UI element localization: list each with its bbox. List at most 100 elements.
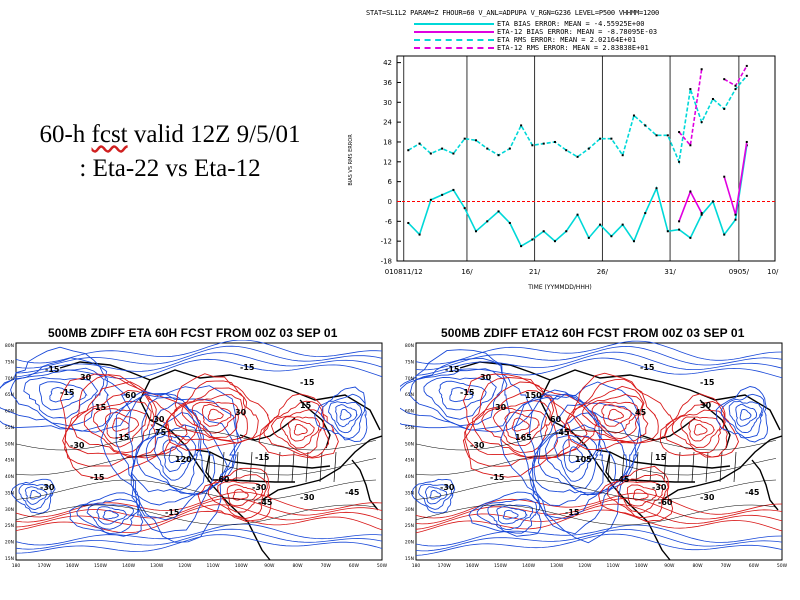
contour-line <box>49 386 74 403</box>
contour-line <box>568 446 584 464</box>
data-point <box>700 212 703 215</box>
contour-line <box>128 393 237 521</box>
contour-label: -15 <box>700 378 715 387</box>
coastline-path <box>699 399 731 449</box>
series-line <box>723 141 748 215</box>
series-line <box>407 145 748 248</box>
x-tick-label: 31/ <box>664 268 676 276</box>
contour-line-zero <box>415 454 777 476</box>
longitude-label: 180 <box>412 563 421 569</box>
data-point <box>655 134 658 137</box>
contour-label: -30 <box>70 441 85 450</box>
contour-line <box>191 401 239 434</box>
latitude-label: 45N <box>405 458 414 464</box>
y-tick-label: 30 <box>383 99 392 107</box>
contour-line <box>544 424 601 489</box>
longitude-label: 150W <box>494 563 508 569</box>
data-point <box>734 218 737 221</box>
data-point <box>429 152 432 155</box>
x-tick-label: 10/ <box>767 268 779 276</box>
chart-series <box>407 64 748 248</box>
contour-line <box>415 497 783 525</box>
y-tick-label: -12 <box>381 238 392 246</box>
latitude-label: 55N <box>405 425 414 431</box>
coastline-path <box>299 399 331 449</box>
contour-label: -15 <box>255 453 270 462</box>
longitude-label: 60W <box>349 563 360 569</box>
contour-label: -15 <box>640 363 655 372</box>
contour-label: -15 <box>445 365 460 374</box>
contour-line <box>496 505 528 525</box>
state-border <box>319 451 323 483</box>
data-point <box>678 131 681 134</box>
contour-label: -45 <box>555 428 570 437</box>
series-line <box>407 75 748 165</box>
contour-line-zero <box>415 429 777 451</box>
data-point <box>553 240 556 243</box>
chart-header: STAT=SL1L2 PARAM=Z FHOUR=60 V_ANL=ADPUPA… <box>366 9 660 17</box>
longitude-label: 160W <box>66 563 80 569</box>
y-tick-label: 6 <box>388 178 393 186</box>
legend-swatch <box>414 39 494 41</box>
data-point <box>610 235 613 238</box>
right-map-title: 500MB ZDIFF ETA12 60H FCST FROM 00Z 03 S… <box>441 326 745 340</box>
contour-label: -30 <box>252 483 267 492</box>
state-border <box>719 451 723 483</box>
contour-line <box>11 478 56 514</box>
contour-label: 60 <box>125 391 137 400</box>
latitude-label: 40N <box>405 474 414 480</box>
state-border <box>277 451 281 483</box>
latitude-label: 50N <box>405 441 414 447</box>
data-point <box>407 221 410 224</box>
contour-line <box>429 489 442 500</box>
data-point <box>520 124 523 127</box>
contour-line <box>626 484 658 507</box>
contour-line <box>415 528 783 552</box>
contour-line <box>553 434 598 482</box>
y-tick-label: -18 <box>381 258 392 266</box>
data-point <box>678 220 681 223</box>
longitude-label: 90W <box>664 563 675 569</box>
latitude-label: 25N <box>405 523 414 529</box>
latitude-label: 35N <box>5 490 14 496</box>
contour-label: 15 <box>95 403 107 412</box>
map-frame <box>15 342 383 561</box>
contour-lines <box>0 340 383 554</box>
data-point <box>734 84 737 87</box>
state-border <box>235 451 239 483</box>
contour-line <box>288 419 315 442</box>
legend-item: ETA-12 RMS ERROR: MEAN = 2.83838E+01 <box>414 44 657 52</box>
contour-label: 15 <box>300 401 312 410</box>
contour-line <box>720 393 765 439</box>
contour-line <box>197 467 272 523</box>
contour-line <box>415 492 783 519</box>
x-tick-label: 21/ <box>529 268 541 276</box>
contour-labels: -15 30 -15 15 60 -30 75 120 -15 -30 -15 -30 -15 -15 30… <box>40 363 360 517</box>
contour-label: -60 <box>215 475 230 484</box>
longitude-label: 170W <box>38 563 52 569</box>
latitude-label: 80N <box>5 343 14 349</box>
latitude-label: 70N <box>405 376 414 382</box>
longitude-label: 70W <box>721 563 732 569</box>
latitude-label: 30N <box>405 507 414 513</box>
contour-line <box>564 372 675 450</box>
longitude-label: 100W <box>635 563 649 569</box>
contour-label: 30 <box>700 401 712 410</box>
data-point <box>486 147 489 150</box>
data-point <box>587 236 590 239</box>
contour-line <box>232 488 249 501</box>
contour-line <box>15 491 383 518</box>
contour-label: -30 <box>440 483 455 492</box>
data-point <box>610 137 613 140</box>
legend-label: ETA BIAS ERROR: MEAN = -4.55925E+00 <box>497 20 645 28</box>
contour-line <box>598 465 674 523</box>
state-border <box>249 451 253 483</box>
coastline-path <box>261 435 383 501</box>
contour-line <box>69 492 144 537</box>
legend-swatch <box>414 31 494 33</box>
contour-label: -15 <box>490 473 505 482</box>
legend-swatch <box>414 23 494 25</box>
state-border <box>305 451 309 483</box>
data-point <box>723 175 726 178</box>
